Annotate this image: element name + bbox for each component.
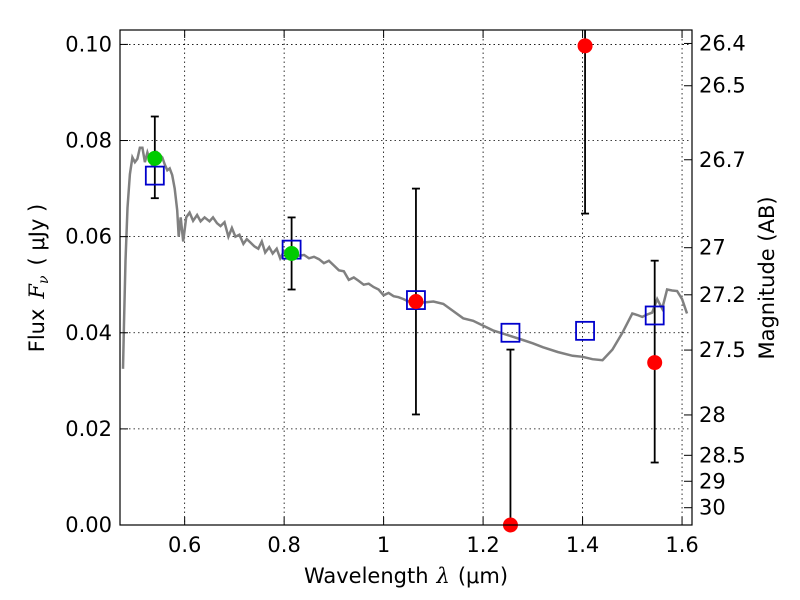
y-tick-label: 0.06	[65, 225, 112, 249]
photometry-point	[408, 294, 424, 310]
photometry-point	[577, 38, 593, 54]
y-axis-label-symbol: F	[25, 283, 49, 300]
x-axis-label: Wavelength λ (μm)	[304, 564, 508, 588]
model-photometry-square	[406, 290, 426, 310]
y2-tick-label: 29	[699, 469, 726, 493]
y2-tick-label: 27.5	[699, 338, 746, 362]
y2-tick-label: 27	[699, 236, 726, 260]
x-axis-label-symbol: λ	[436, 564, 450, 588]
y2-tick-label: 28.5	[699, 443, 746, 467]
y2-tick-label: 26.4	[699, 31, 746, 55]
y-axis-label-unit: ( μJy )	[25, 204, 49, 266]
y2-tick-label: 27.2	[699, 283, 746, 307]
y-axis-label-text: Flux	[25, 309, 49, 353]
x-tick-label: 1	[377, 533, 390, 557]
x-axis-label-text: Wavelength	[304, 564, 429, 588]
x-tick-label: 1.4	[566, 533, 599, 557]
x-tick-label: 1.2	[466, 533, 499, 557]
y-axis-label-subscript: ν	[36, 275, 52, 284]
model-photometry-square	[644, 305, 665, 326]
x-tick-label: 0.6	[168, 533, 201, 557]
y2-tick-label: 28	[699, 403, 726, 427]
photometry-point	[147, 150, 163, 166]
y2-axis-label: Magnitude (AB)	[755, 196, 779, 359]
y2-tick-label: 26.7	[699, 148, 746, 172]
plot-frame	[119, 29, 693, 526]
y-axis-label: Flux Fν ( μJy )	[25, 204, 52, 352]
axis-labels: Wavelength λ (μm) Flux Fν ( μJy ) Magnitude (A…	[25, 196, 779, 588]
photometry-point	[284, 245, 300, 261]
y-tick-label: 0.08	[65, 129, 112, 153]
y-tick-label: 0.00	[65, 513, 112, 537]
model-photometry	[144, 165, 665, 343]
model-photometry-square	[575, 320, 595, 341]
x-tick-label: 1.6	[665, 533, 698, 557]
y2-tick-label: 30	[699, 496, 726, 520]
photometry-point	[647, 355, 663, 371]
y-tick-label: 0.02	[65, 417, 112, 441]
ticks: 0.6 0.8 1 1.2 1.4 1.6 0.00 0.02 0.04 0.06 0.08 0.10…	[65, 30, 746, 557]
model-photometry-square	[144, 165, 165, 186]
x-tick-label: 0.8	[267, 533, 300, 557]
y-tick-label: 0.04	[65, 321, 112, 345]
grid	[120, 30, 692, 525]
model-photometry-square	[500, 322, 521, 343]
x-axis-label-unit: (μm)	[458, 564, 508, 588]
y-tick-label: 0.10	[65, 32, 112, 56]
y2-tick-label: 26.5	[699, 74, 746, 98]
